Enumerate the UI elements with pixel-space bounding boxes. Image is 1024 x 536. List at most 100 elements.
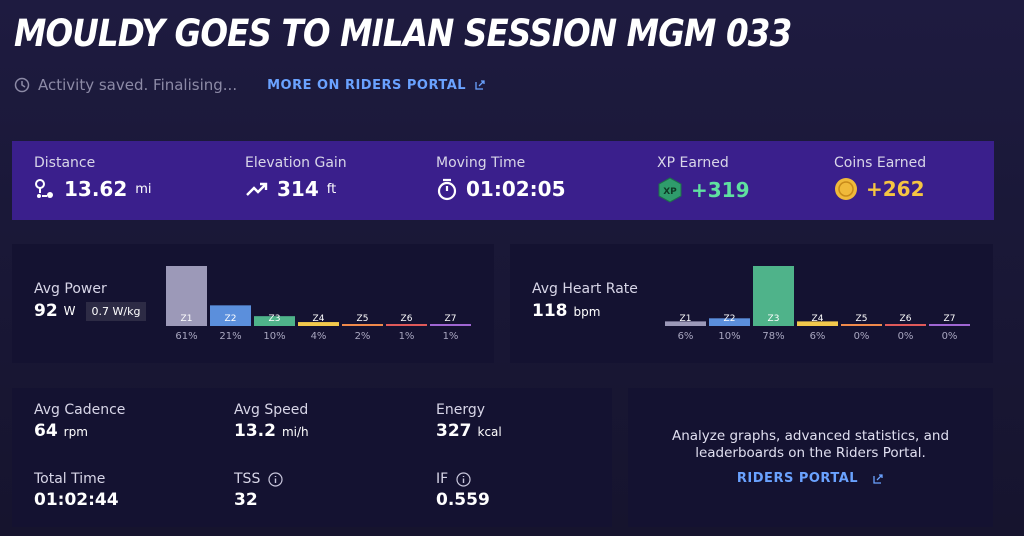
coin-icon [835,178,857,200]
power-zone-chart: Z1 61% Z2 21% Z3 10% Z4 4% Z5 2% Z6 1% Z7 1% [166,266,471,342]
promo-link[interactable]: RIDERS PORTAL [736,471,859,486]
stat-unit: ft [326,181,337,197]
metric-value-row: 13.2 mi/h [234,421,309,441]
metric-value: 0.559 [436,490,490,510]
metric-value-row: 32 [234,490,283,510]
promo-panel: Analyze graphs, advanced statistics, and… [628,388,993,527]
zone-percent: 10% [263,331,285,342]
metric-value-row: 0.559 [436,490,490,510]
metric: Total Time 01:02:44 [34,471,119,510]
hr-zone-chart: Z1 6% Z2 10% Z3 78% Z4 6% Z5 0% Z6 0% Z7 0% [665,266,970,342]
zone-label: Z1 [680,314,692,324]
metric: Avg Speed 13.2 mi/h [234,402,309,441]
metric-label: Total Time [34,471,106,487]
power-value-row: 92 W 0.7 W/kg [34,301,147,321]
xp-text: XP [663,187,677,197]
zone-bar [797,321,838,326]
hr-value-row: 118 bpm [532,301,600,321]
metric-label-row: Total Time [34,471,119,487]
timer-icon [437,178,457,201]
metric-value: 01:02:44 [34,490,119,510]
info-icon [456,471,471,487]
zone-label: Z5 [357,314,369,324]
zone-bar [210,305,251,326]
zone-percent: 6% [810,331,826,342]
metric: TSS 32 [234,471,283,510]
zone-percent: 0% [942,331,958,342]
zone-bar [254,316,295,326]
metric: Energy 327 kcal [436,402,502,441]
status-row: Activity saved. Finalising... MORE ON RI… [14,76,486,94]
stat-label: Moving Time [436,155,526,171]
metric-label-row: Energy [436,402,502,418]
xp-badge: XP [658,177,682,203]
zone-label: Z5 [856,314,868,324]
zone-label: Z7 [445,314,457,324]
portal-link[interactable]: MORE ON RIDERS PORTAL [267,77,467,93]
metric-label-row: IF [436,471,490,487]
info-circle [456,471,471,487]
metric: IF 0.559 [436,471,490,510]
stat-value: +262 [866,177,925,201]
power-label: Avg Power [34,281,107,297]
zone-percent: 21% [219,331,241,342]
zone-label: Z6 [401,314,413,324]
info-icon [268,471,283,487]
activity-title: MOULDY GOES TO MILAN SESSION MGM 033 [14,12,792,55]
metric-label: IF [436,471,449,487]
external-icon [475,80,485,90]
clock-icon [14,77,30,93]
metric-label: Avg Cadence [34,402,126,418]
stat: Coins Earned +262 [834,155,926,201]
zone-percent: 78% [762,331,784,342]
stat-label: Coins Earned [834,155,927,171]
power-per-kg: 0.7 W/kg [85,301,147,321]
zone-label: Z1 [181,314,193,324]
metric-label: Energy [436,402,486,418]
zone-label: Z2 [225,314,237,324]
metric-value-row: 01:02:44 [34,490,119,510]
zone-label: Z7 [944,314,956,324]
metric-unit: rpm [63,425,88,439]
power-value: 92 [34,301,58,321]
stat-value: 13.62 [64,177,128,201]
metric-label-row: Avg Cadence [34,402,125,418]
stat: Elevation Gain 314 ft [245,155,347,201]
stat-label: XP Earned [657,155,729,171]
power-unit: W [63,304,76,318]
zone-percent: 1% [399,331,415,342]
stat: XP Earned XP +319 [657,155,750,203]
hr-panel: Avg Heart Rate 118 bpm [510,244,993,363]
hr-unit: bpm [573,305,601,319]
zone-percent: 2% [355,331,371,342]
stat: Distance 13.62 mi [34,155,152,201]
stat-label: Elevation Gain [245,155,347,171]
metric-value: 32 [234,490,258,510]
stat-unit: mi [135,181,152,197]
zone-label: Z2 [724,314,736,324]
metric-value-row: 327 kcal [436,421,502,441]
metric-value-row: 64 rpm [34,421,125,441]
metric-label: Avg Speed [234,402,309,418]
zone-percent: 6% [678,331,694,342]
zone-percent: 1% [443,331,459,342]
power-panel: Avg Power 92 W 0.7 W/kg [12,244,494,363]
info-circle [268,471,283,487]
zone-bar [709,318,750,326]
metric-label-row: TSS [234,471,283,487]
metric-unit: kcal [477,425,502,439]
status-text: Activity saved. Finalising... [38,76,238,94]
stat-label: Distance [34,155,96,171]
metric-unit: mi/h [281,425,309,439]
stat-value: +319 [691,178,750,202]
zone-label: Z3 [768,314,780,324]
zone-percent: 10% [718,331,740,342]
zone-percent: 0% [898,331,914,342]
route-icon [35,179,53,198]
trend-icon [246,182,268,196]
zone-bar [753,266,794,326]
zone-label: Z3 [269,314,281,324]
metric: Avg Cadence 64 rpm [34,402,125,441]
zone-label: Z4 [812,314,824,324]
